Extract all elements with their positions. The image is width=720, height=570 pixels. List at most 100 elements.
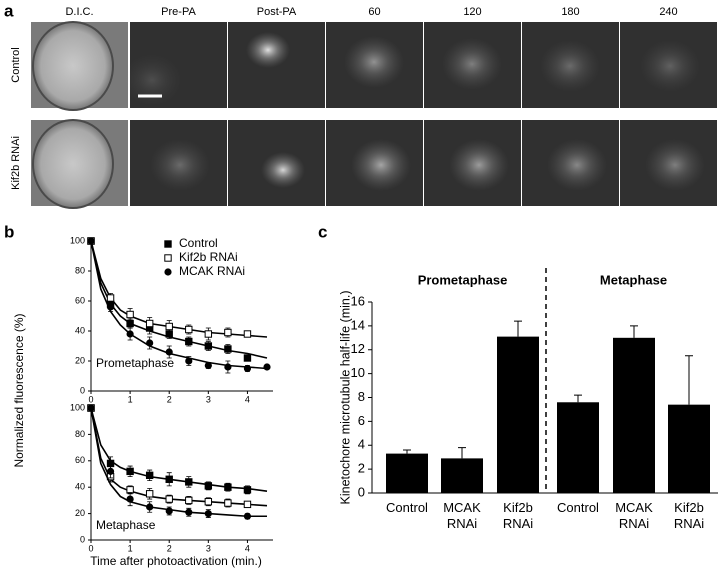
panel-label: b — [4, 222, 14, 241]
data-point — [165, 475, 173, 483]
error-bar — [458, 447, 466, 459]
y-tick-label: 0 — [80, 534, 85, 544]
data-point — [106, 467, 115, 475]
data-point — [106, 294, 115, 302]
data-point — [145, 490, 154, 498]
error-bar — [403, 449, 411, 454]
row-label: Kif2b RNAi — [10, 136, 22, 190]
y-tick-label: 100 — [70, 235, 85, 245]
fluorescence-signal — [645, 139, 705, 191]
data-point — [185, 357, 193, 365]
fluorescence-signal — [246, 32, 290, 68]
column-header: 120 — [463, 6, 481, 18]
data-point — [243, 330, 252, 338]
data-point — [126, 319, 134, 328]
y-tick-label: 60 — [75, 455, 85, 465]
data-point — [87, 404, 95, 412]
bar — [497, 336, 539, 493]
data-point — [224, 328, 232, 337]
data-point — [165, 348, 173, 356]
data-point — [243, 486, 252, 494]
fit-curve — [90, 407, 268, 492]
y-tick-label: 20 — [75, 355, 85, 365]
y-tick-label: 8 — [358, 389, 365, 404]
y-tick-label: 2 — [358, 461, 365, 476]
cell — [32, 21, 114, 111]
data-point — [87, 237, 95, 245]
row-label: Control — [10, 47, 22, 82]
data-point — [243, 512, 252, 520]
x-tick-label: Control — [557, 500, 599, 515]
y-tick-label: 40 — [75, 325, 85, 335]
x-tick-label: 1 — [128, 543, 133, 553]
data-point — [204, 361, 212, 370]
y-tick-label: 80 — [75, 429, 85, 439]
column-header: D.I.C. — [65, 6, 93, 18]
phase-label: Prometaphase — [96, 356, 174, 370]
x-tick-label: Control — [386, 500, 428, 515]
data-point — [243, 364, 252, 373]
bar — [441, 458, 483, 493]
data-point — [126, 467, 134, 476]
x-tick-label: 4 — [245, 394, 250, 404]
x-tick-label: MCAK RNAi — [615, 500, 653, 531]
data-point — [204, 509, 212, 518]
y-axis-label: Kinetochore microtubule half-life (min.) — [338, 291, 352, 505]
y-tick-label: 4 — [358, 437, 365, 452]
group-label: Prometaphase — [418, 272, 508, 287]
data-point — [165, 322, 173, 331]
data-point — [185, 496, 193, 505]
legend-marker — [164, 254, 172, 262]
bar — [557, 402, 599, 493]
y-tick-label: 60 — [75, 295, 85, 305]
y-tick-label: 6 — [358, 413, 365, 428]
legend-label: Control — [179, 236, 218, 250]
data-point — [185, 478, 193, 486]
data-point — [146, 339, 154, 347]
x-axis-label: Time after photoactivation (min.) — [90, 554, 262, 568]
fit-curve — [90, 407, 268, 507]
bar — [668, 404, 710, 493]
data-point — [243, 500, 252, 509]
data-point — [204, 482, 213, 490]
data-point — [224, 483, 232, 491]
fluorescence-signal — [540, 40, 600, 92]
data-point — [185, 508, 193, 516]
y-tick-label: 0 — [80, 385, 85, 395]
panel-label: a — [4, 1, 14, 20]
bar — [386, 453, 428, 493]
column-header: 60 — [368, 6, 380, 18]
x-tick-label: 1 — [128, 394, 133, 404]
y-tick-label: 14 — [351, 317, 365, 332]
data-point — [126, 495, 134, 503]
fluorescence-signal — [344, 36, 404, 88]
y-tick-label: 20 — [75, 508, 85, 518]
error-bar — [685, 355, 693, 405]
data-point — [185, 325, 193, 334]
column-header: Pre-PA — [161, 6, 196, 18]
y-tick-label: 80 — [75, 265, 85, 275]
x-tick-label: 2 — [167, 543, 172, 553]
y-tick-label: 16 — [351, 293, 365, 308]
legend-marker — [164, 268, 172, 276]
data-point — [126, 330, 134, 338]
bar — [613, 337, 655, 493]
legend-marker — [164, 240, 172, 248]
data-point — [165, 507, 173, 515]
x-tick-label: Kif2b RNAi — [502, 500, 534, 531]
phase-label: Metaphase — [96, 518, 156, 532]
data-point — [204, 330, 213, 338]
fluorescence-signal — [442, 38, 502, 90]
y-tick-label: 40 — [75, 482, 85, 492]
panel-label: c — [318, 222, 327, 241]
data-point — [165, 495, 173, 503]
data-point — [146, 503, 154, 511]
y-tick-label: 0 — [358, 484, 365, 499]
data-point — [263, 363, 271, 371]
fluorescence-signal — [351, 139, 411, 191]
legend-label: MCAK RNAi — [179, 264, 245, 278]
x-tick-label: MCAK RNAi — [443, 500, 481, 531]
data-point — [126, 310, 134, 319]
x-tick-label: 2 — [167, 394, 172, 404]
